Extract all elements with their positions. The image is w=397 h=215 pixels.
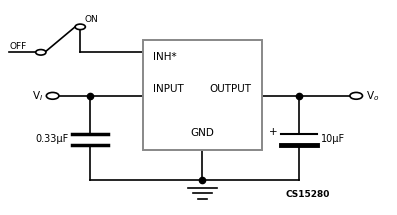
Bar (143, 40, 262, 150)
Text: OUTPUT: OUTPUT (210, 84, 252, 94)
Text: +: + (269, 127, 278, 137)
Text: ON: ON (84, 15, 98, 24)
Text: 10μF: 10μF (321, 134, 345, 144)
Circle shape (350, 92, 362, 99)
Text: GND: GND (191, 128, 214, 138)
Circle shape (36, 50, 46, 55)
Text: V$_o$: V$_o$ (366, 89, 380, 103)
Text: 0.33μF: 0.33μF (35, 134, 68, 144)
Text: OFF: OFF (9, 42, 27, 51)
Text: V$_I$: V$_I$ (32, 89, 43, 103)
Text: INPUT: INPUT (153, 84, 184, 94)
Text: INH*: INH* (153, 52, 177, 62)
Circle shape (46, 92, 59, 99)
Text: CS15280: CS15280 (285, 190, 330, 199)
Circle shape (75, 24, 85, 30)
